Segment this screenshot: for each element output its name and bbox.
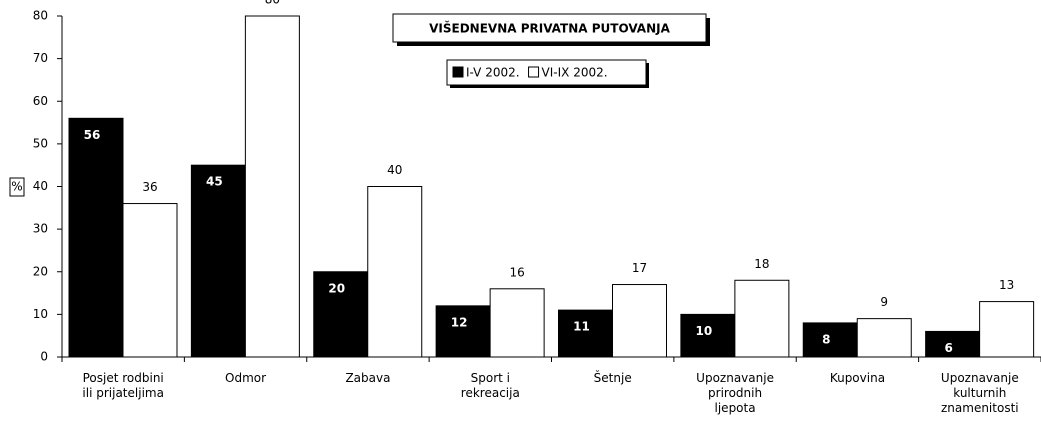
value-label: 45 — [206, 175, 223, 189]
value-label: 6 — [944, 341, 952, 355]
x-tick-label: Zabava — [345, 371, 391, 385]
value-label: 16 — [509, 265, 524, 279]
bar — [979, 301, 1035, 358]
value-label: 13 — [999, 278, 1014, 292]
chart-title: VIŠEDNEVNA PRIVATNA PUTOVANJA — [429, 21, 670, 36]
x-tick-label: Šetnje — [593, 371, 632, 385]
bar — [680, 313, 736, 358]
title-box — [392, 13, 707, 43]
bar — [68, 117, 124, 358]
y-tick-label: 10 — [33, 307, 48, 321]
legend-swatch — [528, 66, 540, 78]
bar — [435, 305, 491, 358]
y-tick-label: 70 — [33, 51, 48, 65]
x-tick-label: Odmor — [225, 371, 267, 385]
bar — [244, 15, 300, 358]
y-tick-label: 20 — [33, 264, 48, 278]
x-tick-label: Upoznavanje prirodnih ljepota — [696, 371, 774, 415]
value-label: 9 — [880, 295, 888, 309]
value-label: 36 — [142, 180, 157, 194]
legend-box — [446, 59, 647, 86]
y-tick-label: 60 — [33, 94, 48, 108]
value-label: 56 — [84, 128, 101, 142]
legend-label: I-V 2002. — [466, 66, 520, 80]
x-tick-label: Sport i rekreacija — [460, 371, 520, 400]
value-label: 17 — [632, 261, 647, 275]
y-tick-label: 0 — [40, 350, 48, 364]
bar — [367, 186, 423, 358]
value-label: 80 — [265, 0, 280, 7]
bar — [734, 279, 790, 358]
bar — [802, 322, 858, 358]
y-tick-label: 80 — [33, 9, 48, 23]
value-label: 40 — [387, 163, 402, 177]
value-label: 10 — [696, 324, 713, 338]
bar — [612, 284, 667, 358]
y-label-box — [9, 177, 25, 197]
bar — [856, 318, 912, 358]
bar — [489, 288, 545, 358]
bar — [190, 164, 246, 358]
y-tick-label: 40 — [33, 179, 48, 193]
value-label: 12 — [451, 315, 468, 329]
value-label: 11 — [573, 320, 590, 334]
x-tick-label: Kupovina — [829, 371, 886, 385]
y-axis-label: % — [11, 180, 22, 194]
bar — [558, 309, 613, 358]
legend-label: VI-IX 2002. — [542, 66, 608, 80]
y-tick-label: 30 — [33, 222, 48, 236]
x-tick-label: Posjet rodbini ili prijateljima — [82, 371, 164, 400]
bar — [313, 271, 369, 358]
value-label: 20 — [328, 281, 345, 295]
value-label: 8 — [822, 332, 830, 346]
y-tick-label: 50 — [33, 136, 48, 150]
value-label: 18 — [754, 257, 769, 271]
bar — [122, 203, 178, 358]
x-tick-label: Upoznavanje kulturnih znamenitosti — [940, 371, 1019, 415]
legend-swatch — [452, 66, 464, 78]
